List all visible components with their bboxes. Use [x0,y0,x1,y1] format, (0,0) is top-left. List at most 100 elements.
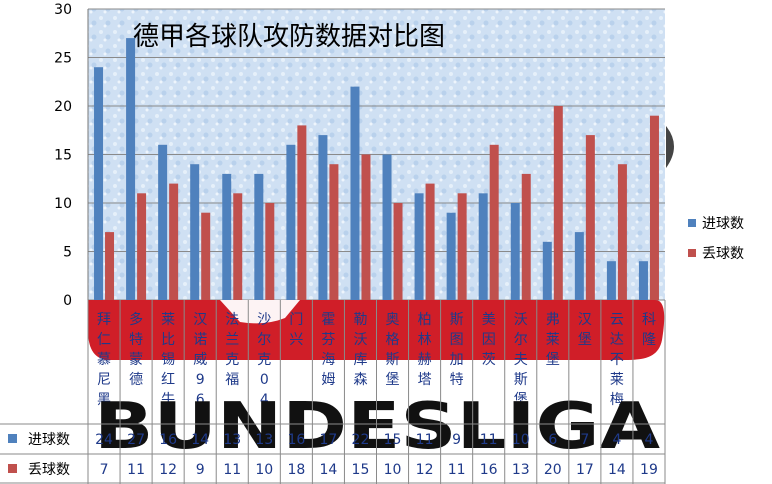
category-label: 拜仁慕尼黑 [97,312,111,408]
table-cell: 17 [576,462,594,478]
table-cell: 17 [320,432,338,448]
bar-goals-against [297,125,307,301]
bar-goals-for [574,232,584,300]
table-legend-key [8,434,17,443]
bar-goals-for [318,135,328,300]
table-cell: 14 [320,462,338,478]
y-tick-label: 30 [54,2,72,18]
category-label: 美因茨 [482,312,496,368]
bar-goals-against [233,193,243,300]
table-cell: 12 [416,462,434,478]
bar-goals-for [606,261,616,300]
y-tick-label: 20 [54,99,72,115]
bar-goals-against [649,115,659,300]
bar-goals-against [489,144,499,300]
bar-goals-against [201,212,211,300]
table-cell: 16 [159,432,177,448]
category-label: 科隆 [642,312,656,348]
category-label: 莱比锡红牛 [161,312,175,408]
table-cell: 11 [127,462,145,478]
bar-goals-against [425,183,435,300]
table-cell: 12 [159,462,177,478]
table-cell: 10 [384,462,402,478]
bar-goals-for [414,193,424,300]
table-cell: 13 [512,462,530,478]
legend-swatch [688,249,696,257]
category-label: 勒沃库森 [353,312,367,388]
bar-goals-for [126,38,136,300]
table-cell: 16 [480,462,498,478]
bar-goals-for [254,173,264,300]
table-cell: 9 [452,432,461,448]
table-cell: 14 [608,462,626,478]
table-cell: 13 [255,432,273,448]
bar-goals-for [542,241,552,300]
y-tick-label: 15 [54,148,72,164]
table-cell: 15 [384,432,402,448]
table-cell: 4 [645,432,654,448]
bars [94,38,659,301]
table-cell: 10 [512,432,530,448]
y-tick-label: 10 [54,196,72,212]
y-axis: 0 5 10 15 20 25 30 [54,2,89,309]
legend-swatch [688,219,696,227]
table-cell: 20 [544,462,562,478]
bar-goals-for [350,86,360,300]
category-label: 奥格斯堡 [386,311,400,388]
category-label: 多特蒙德 [129,311,143,388]
category-label: 沃尔夫斯堡 [514,312,528,408]
category-label: 汉诺威 9 6 [193,312,207,408]
bar-goals-for [94,67,104,300]
table-cell: 24 [95,432,113,448]
bar-goals-against [265,203,275,300]
table-cell: 11 [480,432,498,448]
bar-goals-against [585,135,595,300]
table-cell: 13 [223,432,241,448]
category-label: 门兴 [289,312,303,348]
bar-goals-for [158,144,168,300]
table-cell: 19 [640,462,658,478]
category-label: 汉堡 [578,312,592,348]
category-label: 霍芬海姆 [321,312,335,388]
bundesliga-logo: BUNDESLIGA [94,390,661,464]
category-labels: 拜仁慕尼黑 多特蒙德 莱比锡红牛 汉诺威 9 6 法兰克福 沙尔克 0 4 门兴 霍芬海姆 勒沃库森 奥格… [97,311,656,408]
y-tick-label: 5 [63,245,72,261]
table-cell: 27 [127,432,145,448]
table-legend-key [8,464,17,473]
table-cell: 9 [196,462,205,478]
table-cell: 11 [223,462,241,478]
table-cell: 4 [612,432,621,448]
data-table: 进球数 24 27 16 14 13 13 16 17 22 15 11 9 11 10 6 7 4 4 丢球数 7 11… [0,300,666,484]
bar-goals-against [553,106,563,300]
table-row-label: 丢球数 [28,462,70,478]
table-cell: 7 [100,462,109,478]
bar-goals-against [329,164,339,300]
bar-goals-for [190,164,200,300]
table-cell: 16 [287,432,305,448]
table-cell: 11 [416,432,434,448]
category-label: 弗莱堡 [546,312,560,368]
bar-goals-against [169,183,179,300]
category-label: 沙尔克 0 4 [257,312,271,408]
table-cell: 18 [287,462,305,478]
table-cell: 7 [580,432,589,448]
bar-goals-for [382,154,392,300]
table-cell: 22 [352,432,370,448]
y-tick-label: 25 [54,51,72,67]
bar-goals-for [286,144,296,300]
table-cell: 15 [352,462,370,478]
table-cell: 10 [255,462,273,478]
category-label: 斯图加特 [450,312,464,388]
table-row-label: 进球数 [28,432,70,448]
bar-goals-against [617,164,627,300]
bar-goals-for [638,261,648,300]
bar-goals-for [222,173,232,300]
bar-goals-against [457,193,467,300]
legend-label: 进球数 [702,216,744,232]
table-cell: 11 [448,462,466,478]
table-cell: 6 [548,432,557,448]
category-label: 云达不莱梅 [610,312,624,408]
bar-goals-for [446,212,456,300]
